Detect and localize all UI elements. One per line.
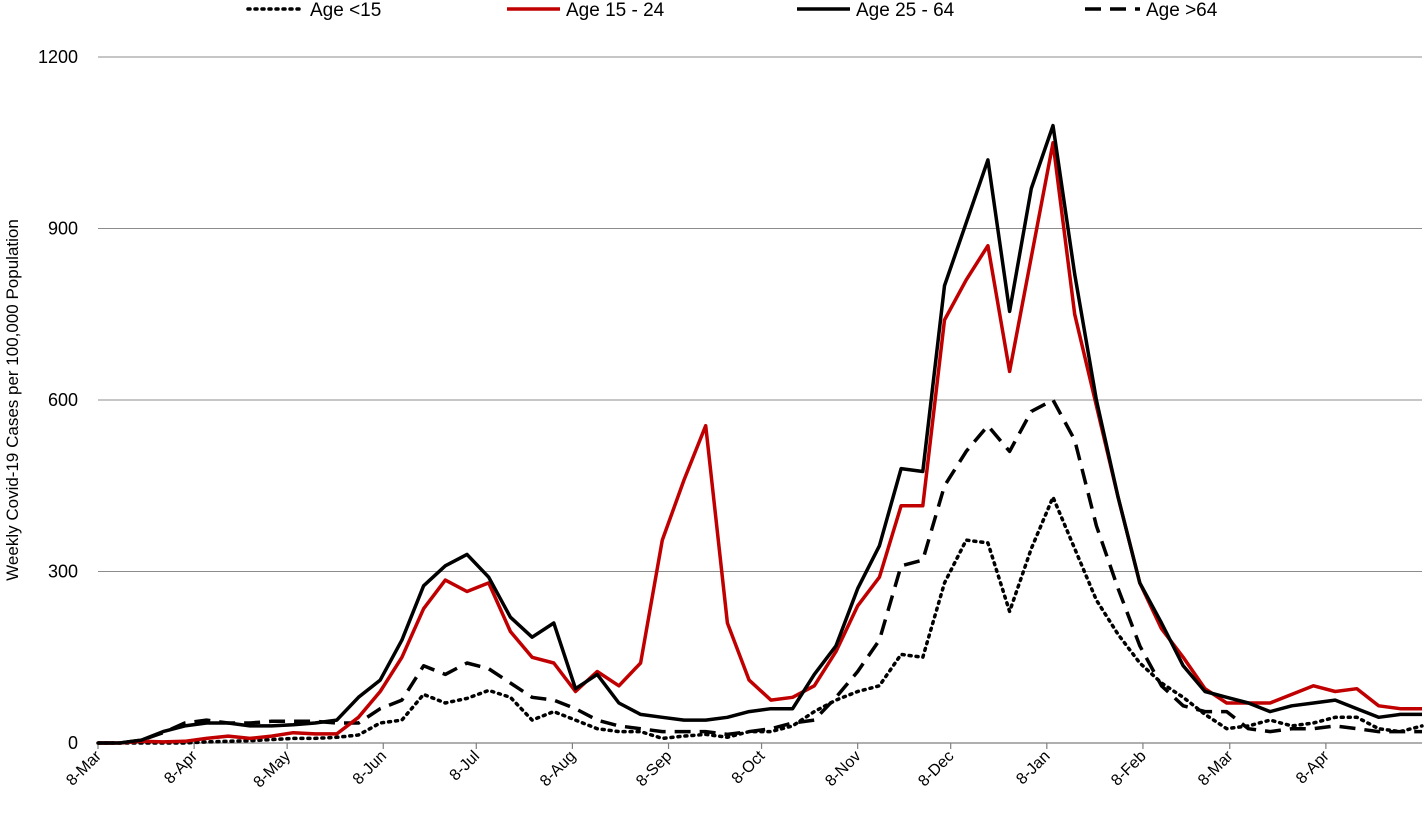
x-tick-label: 8-Sep (633, 748, 675, 790)
legend-label: Age 25 - 64 (856, 0, 955, 21)
y-tick-label: 0 (68, 733, 78, 753)
x-axis: 8-Mar 8-Apr 8-May 8-Jun 8-Jul 8-Aug 8-Sep 8-Oct… (63, 742, 1422, 791)
series-lines (96, 123, 1424, 745)
legend: Age <15 Age 15 - 24 Age 25 - 64 Age >64 (246, 0, 1218, 21)
series-line (98, 123, 1422, 745)
legend-label: Age <15 (310, 0, 381, 21)
legend-label: Age >64 (1146, 0, 1218, 21)
y-tick-label: 900 (48, 219, 78, 239)
series-line (98, 141, 1422, 745)
x-tick-label: 8-Jan (1013, 748, 1053, 788)
y-tick-label: 600 (48, 390, 78, 410)
x-tick-label: 8-Mar (1195, 747, 1237, 789)
x-tick-label: 8-Apr (161, 747, 201, 787)
x-tick-label: 8-Mar (63, 747, 105, 789)
x-tick-label: 8-Oct (729, 747, 769, 787)
y-tick-label: 1200 (38, 47, 78, 67)
x-tick-label: 8-Apr (1293, 747, 1333, 787)
x-tick-label: 8-Dec (915, 748, 957, 790)
y-tick-label: 300 (48, 562, 78, 582)
x-tick-label: 8-May (251, 748, 294, 791)
y-axis-label: Weekly Covid-19 Cases per 100,000 Popula… (3, 219, 22, 581)
y-axis: 0 300 600 900 1200 (38, 47, 78, 753)
x-tick-label: 8-Jul (447, 748, 484, 785)
legend-label: Age 15 - 24 (566, 0, 665, 21)
x-tick-label: 8-Jun (350, 748, 390, 788)
x-tick-label: 8-Aug (537, 748, 579, 790)
series-line (96, 495, 1424, 745)
x-tick-label: 8-Feb (1108, 748, 1150, 790)
x-tick-label: 8-Nov (822, 748, 864, 790)
grid-lines (98, 56, 1422, 572)
